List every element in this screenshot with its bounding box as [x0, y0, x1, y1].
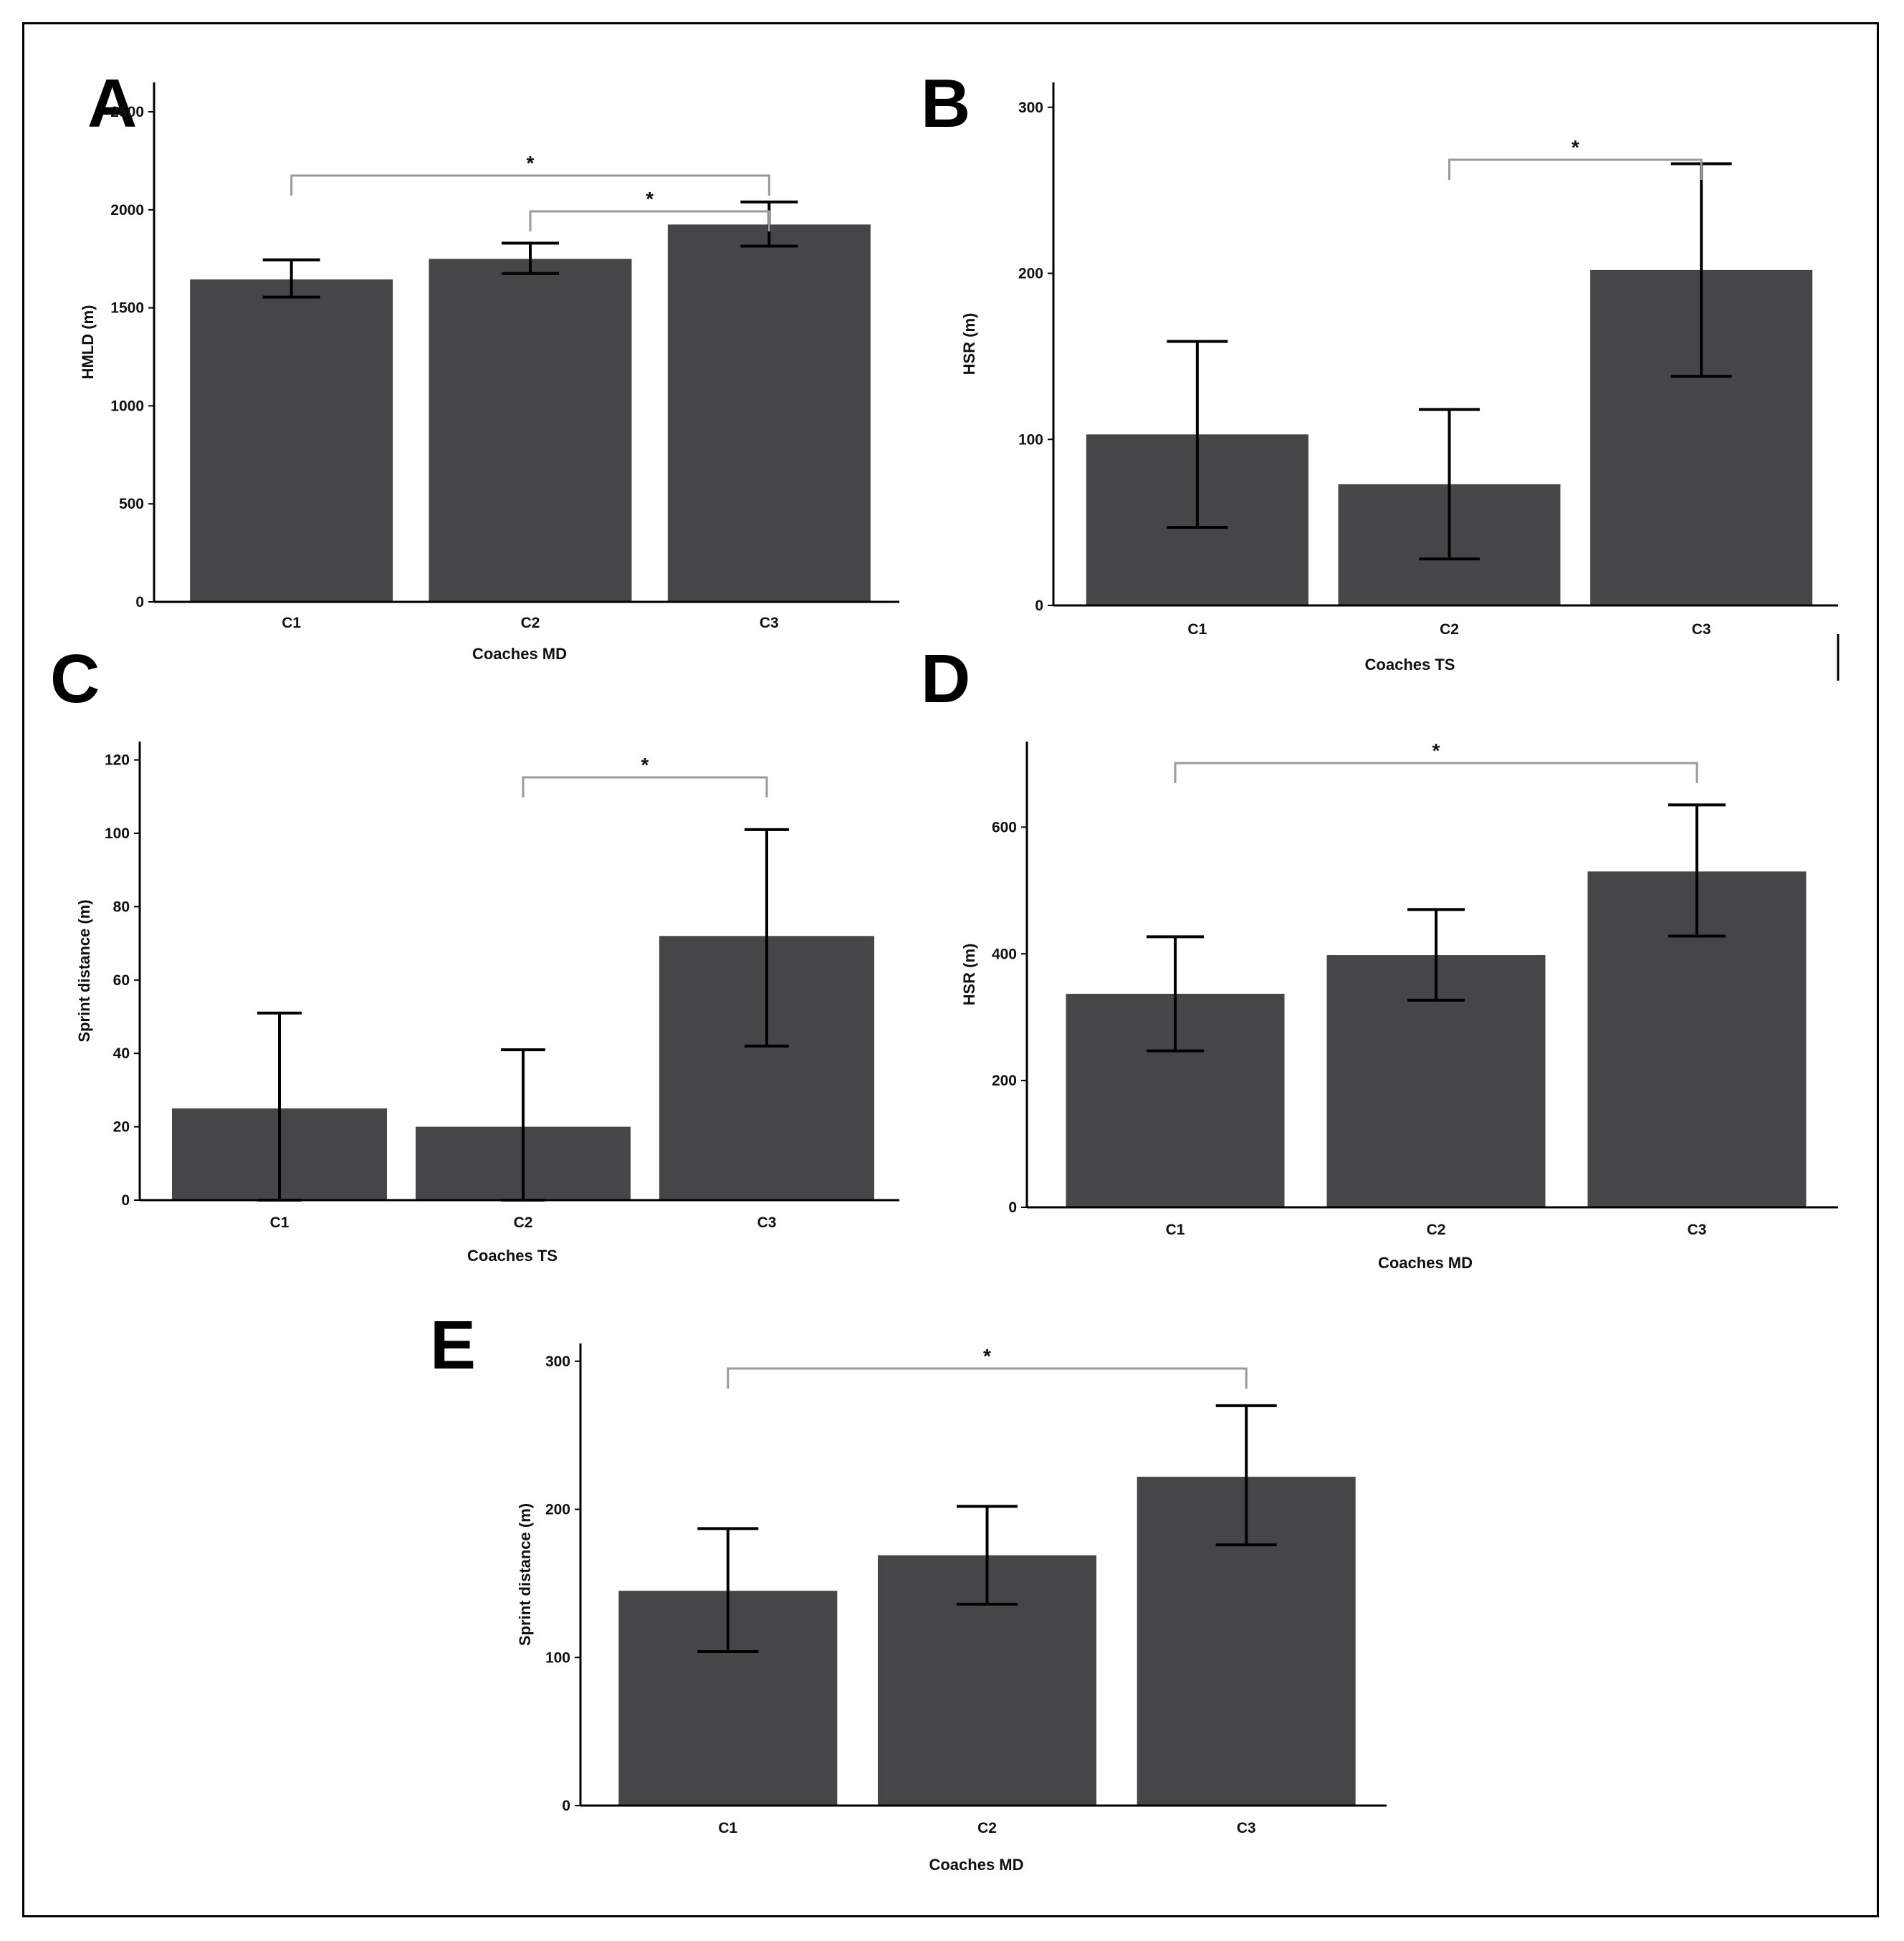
y-axis-title: HSR (m) — [960, 944, 978, 1006]
panel-letter: E — [430, 1307, 476, 1384]
y-tick-label: 1500 — [110, 300, 144, 317]
significance-bracket — [522, 776, 768, 797]
x-tick-label: C3 — [1688, 1222, 1707, 1238]
y-tick-label: 300 — [1018, 100, 1043, 116]
error-bar-c1 — [1167, 340, 1228, 529]
x-tick-label: C2 — [521, 615, 540, 631]
figure-frame — [22, 22, 1879, 1917]
x-axis-title: Coaches MD — [472, 645, 567, 663]
y-tick-label: 120 — [105, 752, 130, 769]
bar-c1 — [190, 279, 393, 602]
y-tick-label: 60 — [113, 972, 130, 989]
x-tick-label: C1 — [1187, 621, 1207, 638]
error-bar-c1 — [1147, 935, 1204, 1053]
panel-letter: C — [50, 641, 100, 717]
y-tick-label: 0 — [562, 1798, 570, 1814]
y-tick-label: 400 — [992, 946, 1017, 962]
chart-panel-c: C 0 20 40 60 80 100 120 C1 C2 C3 Coaches TS Sprint d… — [50, 641, 899, 1265]
y-axis-title: Sprint distance (m) — [75, 899, 93, 1042]
y-tick-label: 80 — [113, 898, 130, 915]
y-tick-label: 0 — [121, 1192, 130, 1209]
bracket-line — [1174, 762, 1698, 783]
y-axis-title: HSR (m) — [960, 313, 978, 375]
significance-bracket — [290, 174, 770, 196]
error-bar-c1 — [697, 1527, 759, 1653]
y-tick-label: 0 — [1008, 1199, 1017, 1216]
x-tick-label: C3 — [760, 615, 779, 631]
y-tick-label: 100 — [1018, 431, 1043, 448]
bracket-line — [529, 210, 770, 231]
y-tick-label: 200 — [992, 1073, 1017, 1089]
y-tick-label: 300 — [545, 1353, 570, 1370]
significance-bracket — [529, 210, 770, 231]
y-tick-label: 40 — [113, 1045, 130, 1062]
error-bar-c3 — [745, 828, 789, 1048]
significance-star: * — [983, 1345, 991, 1367]
error-bar-c3 — [1215, 1404, 1277, 1547]
bracket-line — [290, 174, 770, 196]
significance-star: * — [646, 188, 654, 210]
y-axis-title: HMLD (m) — [79, 305, 97, 380]
x-axis-title: Coaches MD — [929, 1856, 1023, 1874]
y-tick-label: 500 — [119, 496, 144, 512]
x-axis-title: Coaches MD — [1378, 1254, 1473, 1272]
significance-star: * — [1432, 739, 1440, 762]
chart-panel-d: D 0 200 400 600 C1 C2 C3 Coaches MD HSR (m) * — [921, 641, 1838, 1272]
y-tick-label: 2500 — [110, 104, 144, 120]
y-tick-label: 100 — [105, 825, 130, 842]
x-tick-label: C1 — [1166, 1222, 1185, 1238]
significance-bracket — [1448, 158, 1703, 180]
y-tick-label: 200 — [1018, 266, 1043, 282]
x-tick-label: C1 — [282, 615, 301, 631]
y-tick-label: 2000 — [110, 202, 144, 219]
y-tick-label: 200 — [545, 1502, 570, 1518]
x-axis-title: Coaches TS — [467, 1247, 558, 1265]
x-tick-label: C2 — [1440, 621, 1459, 638]
error-bar-c1 — [262, 258, 320, 299]
y-axis-title: Sprint distance (m) — [516, 1503, 534, 1646]
significance-bracket — [727, 1367, 1248, 1389]
bracket-line — [727, 1367, 1248, 1389]
chart-panel-b: B 0 100 200 300 C1 C2 C3 Coaches TS HSR (m) * — [921, 65, 1838, 674]
significance-bracket — [1174, 762, 1698, 783]
error-bar-c2 — [502, 241, 559, 275]
x-tick-label: C3 — [1237, 1820, 1256, 1836]
significance-star: * — [1571, 136, 1579, 158]
error-bar-c2 — [1407, 908, 1465, 1002]
bracket-line — [1448, 158, 1703, 180]
bracket-line — [522, 776, 768, 797]
x-tick-label: C2 — [977, 1820, 997, 1836]
y-tick-label: 20 — [113, 1119, 130, 1136]
significance-star: * — [527, 152, 535, 174]
panel-letter: A — [87, 65, 137, 142]
y-tick-label: 0 — [135, 594, 144, 610]
x-tick-label: C3 — [1692, 621, 1711, 638]
x-tick-label: C1 — [718, 1820, 737, 1836]
y-tick-label: 600 — [992, 819, 1017, 835]
error-bar-c3 — [1668, 803, 1726, 938]
significance-star: * — [641, 754, 649, 776]
y-tick-label: 0 — [1035, 598, 1043, 614]
x-tick-label: C2 — [1427, 1222, 1446, 1238]
error-bar-c2 — [957, 1505, 1018, 1606]
bar-c2 — [429, 259, 632, 602]
x-tick-label: C2 — [514, 1214, 533, 1231]
x-tick-label: C1 — [270, 1214, 290, 1231]
x-axis-title: Coaches TS — [1365, 656, 1455, 674]
panel-letter: D — [921, 641, 970, 717]
panel-letter: B — [921, 65, 970, 142]
y-tick-label: 1000 — [110, 398, 144, 414]
chart-panel-e: E 0 100 200 300 C1 C2 C3 Coaches MD Sprint distan… — [430, 1307, 1387, 1874]
error-bar-c2 — [1419, 408, 1480, 561]
chart-panel-a: A 0 500 1000 1500 2000 2500 C1 C2 C3 Coaches MD HML… — [79, 65, 899, 663]
y-tick-label: 100 — [545, 1649, 570, 1666]
stray-mark — [1837, 634, 1840, 681]
x-tick-label: C3 — [757, 1214, 777, 1231]
bar-c3 — [667, 224, 871, 602]
